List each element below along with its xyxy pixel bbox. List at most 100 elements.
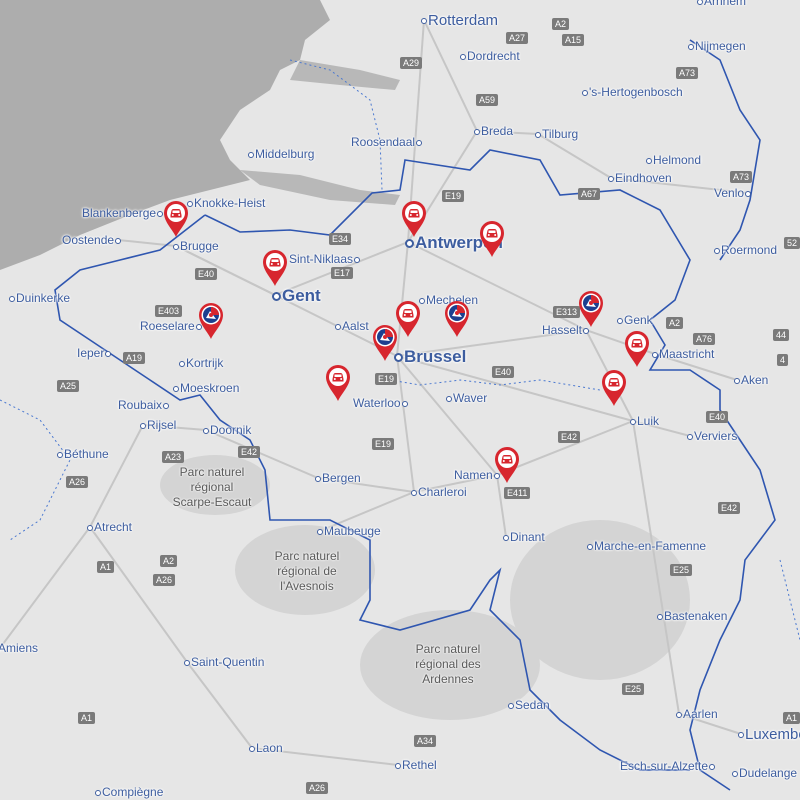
city-label[interactable]: Esch-sur-Alzette — [620, 759, 716, 773]
road-shield: A76 — [693, 333, 716, 345]
city-label[interactable]: Doornik — [202, 423, 251, 437]
city-label[interactable]: Laon — [248, 741, 283, 755]
city-dot — [688, 43, 694, 50]
car-location-marker[interactable] — [601, 369, 627, 407]
city-label[interactable]: Namen — [454, 468, 501, 482]
city-label[interactable]: Roosendaal — [351, 135, 423, 149]
city-label[interactable]: Béthune — [56, 447, 109, 461]
city-dot — [697, 0, 703, 5]
city-label[interactable]: Maastricht — [651, 347, 714, 361]
city-name: Luik — [637, 414, 660, 428]
city-label[interactable]: Arnhem — [696, 0, 746, 8]
city-dot — [57, 451, 63, 458]
city-label[interactable]: Breda — [473, 124, 513, 138]
car-location-marker[interactable] — [401, 200, 427, 238]
road-shield: A1 — [783, 712, 800, 724]
city-name: Saint-Quentin — [191, 655, 265, 669]
car-location-marker[interactable] — [262, 249, 288, 287]
city-label[interactable]: Venlo — [714, 186, 752, 200]
city-name: Oostende — [62, 233, 115, 247]
car-location-marker[interactable] — [325, 364, 351, 402]
city-label[interactable]: Dinant — [502, 530, 545, 544]
city-label[interactable]: Mechelen — [418, 293, 478, 307]
city-name: Gent — [282, 285, 321, 305]
city-name: 's-Hertogenbosch — [589, 85, 683, 99]
city-label[interactable]: Maubeuge — [316, 524, 381, 538]
car-icon — [329, 368, 347, 386]
city-label[interactable]: Bergen — [314, 471, 361, 485]
city-label[interactable]: Rijsel — [139, 418, 176, 432]
city-label[interactable]: Roermond — [713, 243, 777, 257]
city-label[interactable]: Aken — [733, 373, 768, 387]
logo-location-marker[interactable] — [198, 302, 224, 340]
city-label[interactable]: Amiens — [0, 641, 38, 655]
city-dot — [140, 422, 146, 429]
city-label[interactable]: Middelburg — [247, 147, 314, 161]
city-label[interactable]: Dordrecht — [459, 49, 520, 63]
city-label[interactable]: Nijmegen — [687, 39, 746, 53]
city-label[interactable]: 's-Hertogenbosch — [581, 85, 683, 99]
city-name: Knokke-Heist — [194, 196, 266, 210]
city-label[interactable]: Waver — [445, 391, 487, 405]
city-label[interactable]: Waterloo — [353, 396, 409, 410]
city-name: Waver — [453, 391, 488, 405]
city-label[interactable]: Charleroi — [410, 485, 467, 499]
city-label[interactable]: Eindhoven — [607, 171, 672, 185]
city-label[interactable]: Saint-Quentin — [183, 655, 264, 669]
city-name: Aalst — [342, 319, 369, 333]
logo-location-marker[interactable] — [372, 324, 398, 362]
city-label[interactable]: Blankenberge — [82, 206, 164, 220]
city-label[interactable]: Verviers — [686, 429, 737, 443]
city-label[interactable]: Hasselt — [542, 323, 590, 337]
city-label[interactable]: Bastenaken — [656, 609, 727, 623]
road-shield: A1 — [78, 712, 96, 724]
city-label[interactable]: Compiègne — [94, 785, 163, 799]
city-label[interactable]: Kortrijk — [178, 356, 223, 370]
city-label[interactable]: Knokke-Heist — [186, 196, 265, 210]
car-icon — [628, 334, 646, 352]
city-label[interactable]: Sint-Niklaas — [289, 252, 361, 266]
logo-location-marker[interactable] — [444, 300, 470, 338]
city-label[interactable]: Brussel — [393, 347, 466, 366]
road-shield: A19 — [123, 352, 146, 364]
city-label[interactable]: Rethel — [394, 758, 437, 772]
country-borders — [54, 39, 776, 791]
road-shield: E42 — [558, 431, 581, 443]
city-label[interactable]: Moeskroen — [172, 381, 239, 395]
road-shield: 52 — [784, 237, 800, 249]
city-dot — [411, 489, 417, 496]
car-location-marker[interactable] — [395, 300, 421, 338]
city-label[interactable]: Sedan — [507, 698, 550, 712]
city-label[interactable]: Atrecht — [86, 520, 132, 534]
city-label[interactable]: Luxembourg — [737, 726, 800, 743]
city-label[interactable]: Aalst — [334, 319, 369, 333]
city-label[interactable]: Tilburg — [534, 127, 578, 141]
city-label[interactable]: Rotterdam — [420, 12, 498, 29]
city-label[interactable]: Luik — [629, 414, 659, 428]
car-location-marker[interactable] — [624, 330, 650, 368]
city-label[interactable]: Aarlen — [675, 707, 718, 721]
car-location-marker[interactable] — [163, 200, 189, 238]
car-location-marker[interactable] — [494, 446, 520, 484]
city-label[interactable]: Brugge — [172, 239, 219, 253]
city-label[interactable]: Oostende — [62, 233, 122, 247]
city-label[interactable]: Genk — [616, 313, 653, 327]
city-name: Compiègne — [102, 785, 164, 799]
city-dot — [630, 418, 636, 425]
city-label[interactable]: Helmond — [645, 153, 701, 167]
city-label[interactable]: Ieper — [77, 346, 112, 360]
city-dot — [405, 238, 414, 248]
road-shield: A34 — [414, 735, 437, 747]
city-label[interactable]: Duinkerke — [8, 291, 70, 305]
city-label[interactable]: Marche-en-Famenne — [586, 539, 706, 553]
city-label[interactable]: Roubaix — [118, 398, 170, 412]
car-location-marker[interactable] — [479, 220, 505, 258]
city-name: Eindhoven — [615, 171, 672, 185]
road-shield: A59 — [476, 94, 499, 106]
city-label[interactable]: Gent — [271, 286, 321, 305]
city-dot — [460, 53, 466, 60]
road-shield: E19 — [375, 373, 398, 385]
city-label[interactable]: Dudelange — [731, 766, 797, 780]
city-label[interactable]: Roeselare — [140, 319, 203, 333]
logo-location-marker[interactable] — [578, 290, 604, 328]
